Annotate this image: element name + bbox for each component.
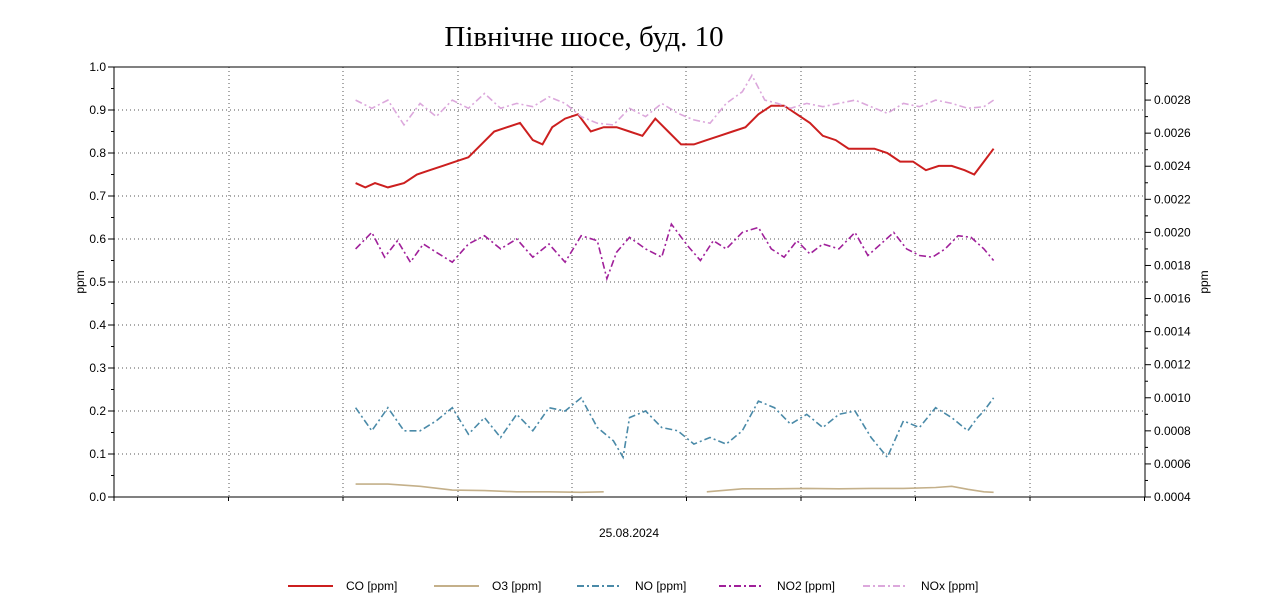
- x-axis-date-label: 25.08.2024: [599, 526, 659, 540]
- chart-title: Північне шосе, буд. 10: [444, 21, 723, 53]
- left-tick-label: 1.0: [89, 60, 106, 74]
- right-tick-label: 0.0026: [1154, 126, 1191, 140]
- right-tick-label: 0.0012: [1154, 358, 1191, 372]
- right-tick-label: 0.0010: [1154, 391, 1191, 405]
- series-line-no2: [355, 222, 995, 282]
- left-tick-label: 0.5: [89, 275, 106, 289]
- series-line-o3: [355, 483, 604, 494]
- legend-label-nox: NOx [ppm]: [921, 579, 978, 593]
- left-tick-label: 0.2: [89, 404, 106, 418]
- right-tick-label: 0.0028: [1154, 93, 1191, 107]
- series-line-no: [354, 396, 995, 460]
- left-axis-label: ppm: [73, 270, 87, 293]
- right-axis-label: ppm: [1197, 270, 1211, 293]
- series-line-co: [355, 104, 995, 189]
- series-lines: [354, 73, 995, 494]
- legend-label-no: NO [ppm]: [635, 579, 686, 593]
- legend: CO [ppm] O3 [ppm] NO [ppm] NO2 [ppm] NOx [pp…: [288, 579, 978, 593]
- left-tick-label: 0.8: [89, 146, 106, 160]
- left-tick-label: 0.4: [89, 318, 106, 332]
- left-tick-label: 0.9: [89, 103, 106, 117]
- right-tick-label: 0.0022: [1154, 192, 1191, 206]
- series-line-o3: [706, 485, 994, 494]
- legend-label-o3: O3 [ppm]: [492, 579, 541, 593]
- left-tick-label: 0.0: [89, 490, 106, 504]
- right-tick-label: 0.0024: [1154, 159, 1191, 173]
- right-tick-label: 0.0016: [1154, 292, 1191, 306]
- series-line-nox: [355, 73, 995, 127]
- right-tick-label: 0.0006: [1154, 457, 1191, 471]
- right-tick-label: 0.0004: [1154, 490, 1191, 504]
- left-tick-label: 0.1: [89, 447, 106, 461]
- left-axis-ticks: 0.0 0.1 0.2 0.3 0.4 0.5 0.6 0.7 0.8 0.9 1.0: [89, 60, 1145, 504]
- right-tick-label: 0.0008: [1154, 424, 1191, 438]
- legend-label-no2: NO2 [ppm]: [777, 579, 835, 593]
- legend-label-co: CO [ppm]: [346, 579, 397, 593]
- right-tick-label: 0.0018: [1154, 258, 1191, 272]
- right-tick-label: 0.0014: [1154, 325, 1191, 339]
- left-tick-label: 0.6: [89, 232, 106, 246]
- right-tick-label: 0.0020: [1154, 225, 1191, 239]
- left-tick-label: 0.7: [89, 189, 106, 203]
- left-tick-label: 0.3: [89, 361, 106, 375]
- right-axis-ticks: 0.0004 0.0006 0.0008 0.0010 0.0012 0.0014 0.00…: [1145, 83, 1191, 504]
